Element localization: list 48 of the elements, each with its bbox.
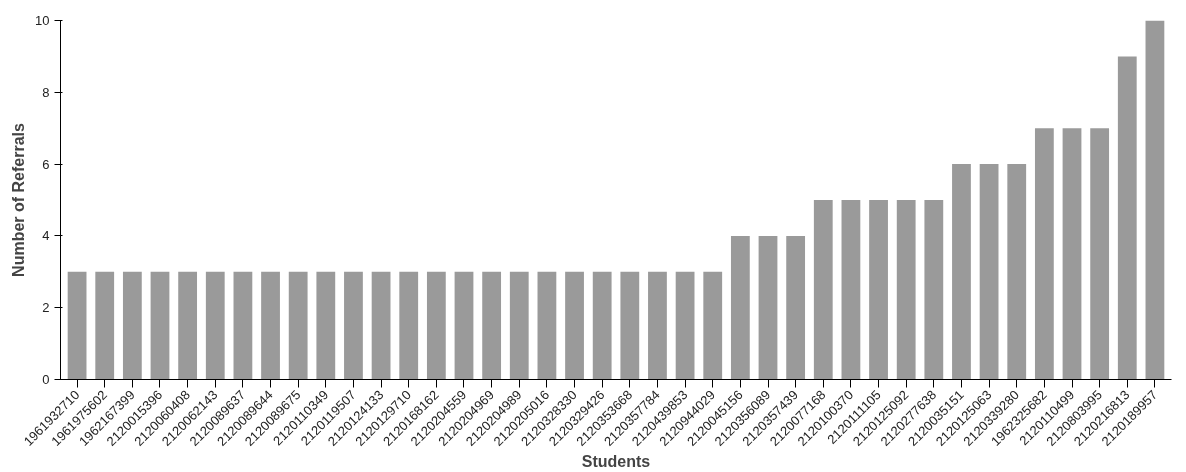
y-tick-label: 8 (42, 84, 50, 100)
bar (565, 271, 584, 380)
y-axis-title: Number of Referrals (10, 122, 28, 277)
bar (1145, 20, 1165, 380)
y-tick-label: 10 (35, 13, 50, 28)
bar (344, 271, 363, 380)
bar (261, 271, 280, 380)
bar (896, 200, 916, 380)
y-tick-label: 0 (42, 372, 50, 387)
bar (537, 271, 557, 380)
bar (122, 271, 142, 380)
bar (454, 271, 474, 380)
bar (758, 235, 778, 380)
bar (233, 271, 253, 380)
bar (979, 164, 999, 380)
bar (399, 271, 419, 380)
x-axis-title: Students (581, 452, 651, 470)
bar (786, 235, 806, 380)
bar (620, 271, 640, 380)
bar (841, 200, 861, 380)
bar (813, 200, 833, 380)
bar (178, 271, 198, 380)
bar (1062, 128, 1082, 380)
bar (703, 271, 723, 380)
bar (869, 200, 888, 380)
bar (675, 271, 695, 380)
bar (648, 271, 667, 380)
bar (288, 271, 308, 380)
bar (592, 271, 612, 380)
bar (371, 271, 391, 380)
bar (1034, 128, 1054, 380)
bar (924, 200, 944, 380)
bar (150, 271, 170, 380)
y-tick-label: 6 (42, 156, 50, 172)
bar (316, 271, 336, 380)
bar (482, 271, 502, 380)
y-tick-label: 2 (42, 300, 50, 316)
bar (730, 235, 750, 380)
bar (205, 271, 225, 380)
bar (509, 271, 529, 380)
bar (1090, 128, 1110, 380)
bar (95, 271, 115, 380)
y-tick-label: 4 (42, 228, 50, 244)
bar (67, 271, 87, 380)
bar (952, 164, 971, 380)
bar (1007, 164, 1027, 380)
bar (426, 271, 446, 380)
bar (1117, 56, 1137, 380)
